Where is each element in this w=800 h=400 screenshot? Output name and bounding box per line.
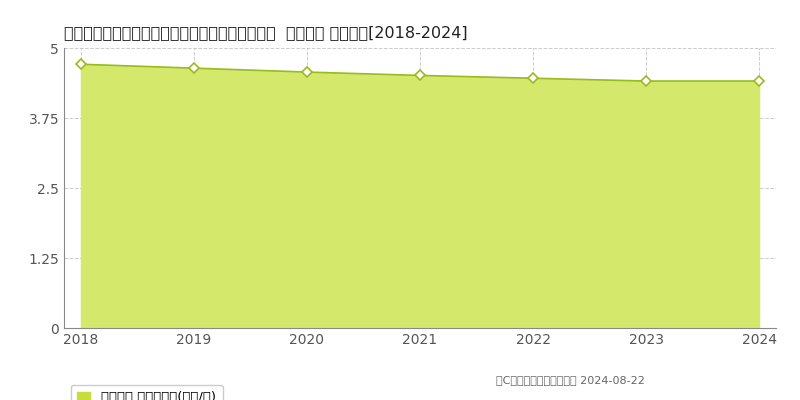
- Text: 徳島県鳴門市鳴門町土佐泊浦字黒山２５６番２０  地価公示 地価推移[2018-2024]: 徳島県鳴門市鳴門町土佐泊浦字黒山２５６番２０ 地価公示 地価推移[2018-20…: [64, 25, 468, 40]
- Legend: 地価公示 平均坪単価(万円/坪): 地価公示 平均坪単価(万円/坪): [70, 385, 222, 400]
- Text: （C）土地価格ドットコム 2024-08-22: （C）土地価格ドットコム 2024-08-22: [496, 375, 645, 385]
